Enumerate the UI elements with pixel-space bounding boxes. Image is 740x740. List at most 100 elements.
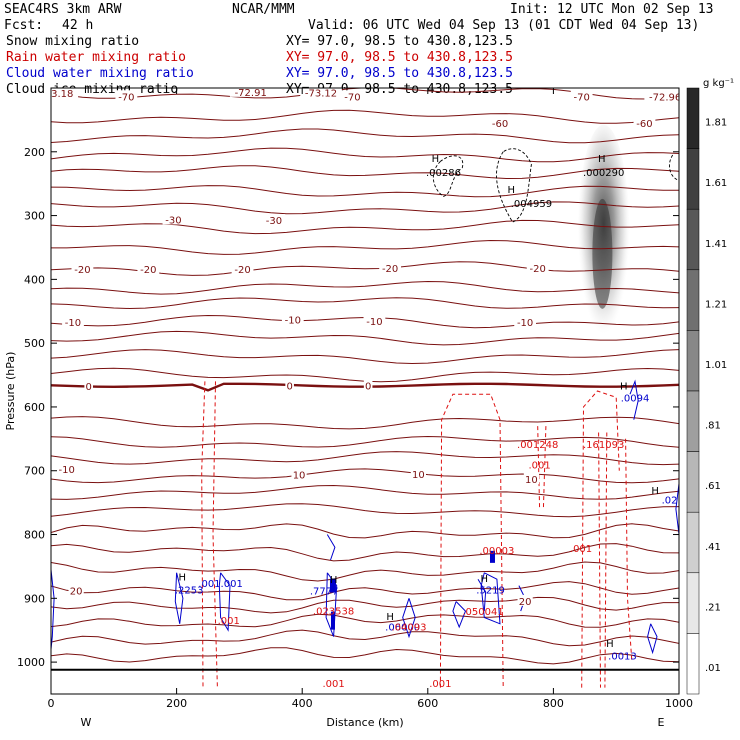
extremum-value-label: .001 bbox=[322, 679, 344, 690]
temperature-label: 10 bbox=[412, 470, 425, 481]
temperature-label: -60 bbox=[636, 119, 652, 130]
temperature-label: -30 bbox=[165, 215, 181, 226]
colorbar-swatch bbox=[686, 451, 700, 513]
y-axis-title: Pressure (hPa) bbox=[4, 352, 17, 431]
cloud-water-core bbox=[330, 611, 335, 630]
isotherm-line bbox=[51, 330, 679, 346]
isotherm-line bbox=[51, 543, 679, 562]
extremum-value-label: .023538 bbox=[313, 606, 354, 617]
high-marker: H bbox=[598, 154, 606, 165]
y-tick-label: 300 bbox=[24, 210, 45, 223]
extremum-value-label: .0094 bbox=[621, 393, 650, 404]
plot-frame bbox=[50, 87, 680, 695]
extremum-value-label: .001 bbox=[218, 616, 240, 627]
temperature-label-bg bbox=[162, 213, 185, 225]
cloud-water-contour bbox=[480, 572, 501, 625]
y-tick-label: 1000 bbox=[17, 656, 45, 669]
temperature-label-bg bbox=[363, 379, 373, 391]
extremum-value-label: .06000 bbox=[385, 622, 420, 633]
temperature-label-bg bbox=[644, 90, 679, 102]
temperature-label-bg bbox=[263, 214, 285, 226]
field-xy-cloud-water: XY= 97.0, 98.5 to 430.8,123.5 bbox=[286, 66, 513, 81]
model-title: SEAC4RS 3km ARW bbox=[4, 2, 122, 17]
isotherm-line bbox=[51, 280, 679, 295]
extremum-value-label: .001 bbox=[570, 544, 592, 555]
temperature-label-bg bbox=[231, 263, 254, 275]
forecast-hours: 42 h bbox=[62, 18, 93, 33]
colorbar-label: .41 bbox=[705, 542, 721, 553]
temperature-label-bg bbox=[137, 263, 160, 275]
temperature-label-bg bbox=[363, 314, 386, 326]
extremum-value-label: .001.001 bbox=[198, 579, 243, 590]
extremum-value-label: .001248 bbox=[517, 440, 558, 451]
isotherm-line bbox=[51, 629, 679, 647]
y-tick-label: 500 bbox=[24, 337, 45, 350]
temperature-label: 10 bbox=[525, 475, 538, 486]
colorbar-swatch bbox=[686, 87, 700, 149]
cloud-water-contour bbox=[218, 572, 231, 632]
isotherm-line bbox=[51, 451, 679, 466]
high-marker: H bbox=[330, 575, 338, 586]
isotherm-line bbox=[51, 561, 679, 582]
colorbar-swatch bbox=[686, 390, 700, 452]
rain-water-contour bbox=[212, 381, 218, 688]
temperature-label: -20 bbox=[74, 265, 90, 276]
colorbar-swatch bbox=[686, 269, 700, 331]
isotherm-line bbox=[51, 165, 679, 180]
axes: 0 200 400 600 800 100020030040050060070080090… bbox=[17, 87, 693, 710]
high-marker: H bbox=[651, 486, 659, 497]
temperature-label-bg bbox=[300, 88, 342, 98]
temperature-label-bg bbox=[410, 467, 426, 479]
temperature-label: 20 bbox=[519, 597, 532, 608]
cloud-water-core bbox=[489, 550, 495, 563]
isotherm-line bbox=[51, 239, 679, 255]
cloud-water-contour bbox=[174, 572, 184, 624]
temperature-label: 10 bbox=[293, 471, 306, 482]
cloud-water-contour bbox=[326, 534, 336, 561]
high-marker: H bbox=[620, 381, 628, 392]
temperature-label: 0 bbox=[286, 381, 292, 392]
colorbar-label: 1.81 bbox=[705, 118, 727, 129]
extremum-value-label: .0013 bbox=[608, 652, 637, 663]
cloud-water-contour bbox=[629, 379, 639, 420]
extremum-value-label: .00286 bbox=[426, 168, 461, 179]
temperature-label-bg bbox=[517, 594, 533, 606]
cloud-water-contour bbox=[477, 578, 487, 612]
field-name-snow: Snow mixing ratio bbox=[6, 34, 139, 49]
extremum-value-label: .04093 bbox=[391, 622, 426, 633]
isotherm-line bbox=[51, 647, 679, 665]
extremum-value-label: .001 bbox=[429, 679, 451, 690]
extremum-value-label: .001 bbox=[528, 460, 550, 471]
extremum-value-label: .7777 bbox=[310, 587, 339, 598]
high-marker: H bbox=[432, 154, 440, 165]
temperature-label: -20 bbox=[382, 264, 398, 275]
temperature-label-bg bbox=[55, 462, 78, 474]
temperature-label-bg bbox=[285, 379, 294, 391]
colorbar-label: .81 bbox=[705, 421, 721, 432]
temperature-label: -10 bbox=[517, 318, 533, 329]
temperature-label-bg bbox=[71, 263, 94, 275]
colorbar-unit: g kg⁻¹ bbox=[703, 78, 734, 89]
temperature-label-bg bbox=[84, 379, 93, 391]
temperature-label: 0 bbox=[85, 382, 91, 393]
field-name-cloud-ice: Cloud ice mixing ratio bbox=[6, 82, 178, 97]
cloud-water-contour bbox=[402, 598, 416, 639]
temperature-label: -72.96 bbox=[649, 92, 681, 103]
org-label: NCAR/MMM bbox=[232, 2, 295, 17]
temperature-label: -10 bbox=[285, 316, 301, 327]
isotherm-line bbox=[51, 297, 679, 310]
temperature-label: -60 bbox=[492, 119, 508, 130]
isotherm-line bbox=[51, 128, 679, 144]
y-tick-label: 200 bbox=[24, 146, 45, 159]
field-xy-snow: XY= 97.0, 98.5 to 430.8,123.5 bbox=[286, 34, 513, 49]
isotherm-line bbox=[51, 109, 679, 124]
temperature-label: -70 bbox=[118, 92, 134, 103]
temperature-label-bg bbox=[514, 316, 537, 328]
x-axis-title: Distance (km) bbox=[326, 716, 403, 729]
cloud-water-contour bbox=[647, 623, 658, 655]
colorbar-swatch bbox=[686, 633, 700, 695]
temperature-label-bg bbox=[379, 261, 402, 273]
isotherm-line bbox=[51, 503, 679, 518]
colorbar-label: 1.01 bbox=[705, 360, 727, 371]
colorbar-label: .21 bbox=[705, 602, 721, 613]
